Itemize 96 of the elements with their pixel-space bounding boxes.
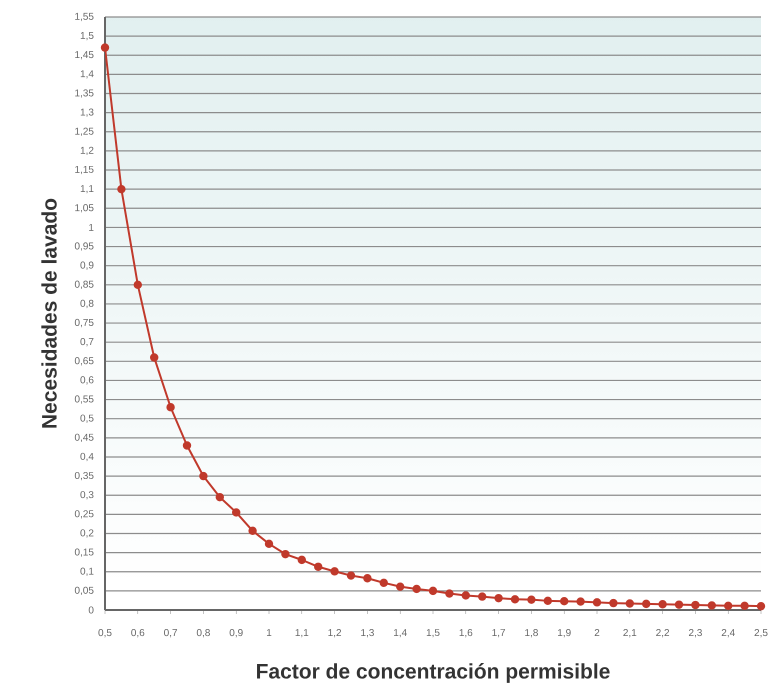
x-tick-label: 1: [266, 629, 272, 636]
point: [182, 441, 192, 450]
y-tick-label: 0,4: [80, 452, 94, 462]
point: [756, 602, 766, 610]
y-tick-label: 0: [88, 606, 94, 614]
y-tick-label: 1,45: [75, 51, 94, 60]
point: [674, 600, 684, 609]
x-tick-label: 1,9: [558, 629, 571, 638]
point: [298, 556, 306, 564]
point: [314, 562, 322, 571]
point: [691, 600, 700, 610]
x-tick-label: 0,9: [230, 629, 243, 638]
point: [724, 602, 732, 610]
y-axis-title: Necesidades de lavado: [41, 198, 57, 428]
y-tick-label: 0,6: [80, 376, 94, 385]
x-tick-label: 2,4: [722, 629, 735, 638]
point: [740, 602, 749, 610]
y-tick-label: 1,55: [75, 12, 94, 22]
x-tick-label: 0,7: [164, 629, 178, 638]
y-tick-label: 0,8: [80, 300, 94, 308]
point: [216, 492, 224, 502]
point: [626, 599, 634, 608]
x-tick-label: 2,5: [754, 629, 768, 638]
y-tick-label: 0,45: [74, 434, 94, 442]
point: [100, 43, 110, 52]
point: [445, 589, 454, 598]
x-tick-label: 1,4: [394, 629, 407, 638]
point: [264, 540, 274, 548]
y-tick-label: 0,35: [74, 472, 94, 480]
x-tick-label: 0,5: [98, 629, 112, 638]
point: [576, 597, 585, 606]
x-tick-label: 1,6: [460, 629, 472, 638]
x-tick-label: 1,2: [328, 629, 342, 638]
y-tick-label: 0,85: [74, 280, 94, 289]
x-tick-label: 1,1: [296, 629, 308, 638]
x-tick-label: 1,5: [426, 629, 440, 638]
point: [494, 594, 503, 602]
point: [232, 508, 240, 517]
point: [166, 403, 175, 412]
point: [708, 601, 716, 610]
point: [150, 353, 158, 362]
y-tick-label: 0,25: [74, 510, 94, 518]
point: [363, 574, 372, 582]
y-tick-label: 0,3: [80, 491, 94, 500]
x-tick-label: 2,2: [656, 629, 670, 638]
y-tick-label: 0,65: [74, 357, 94, 366]
point: [330, 567, 339, 576]
point: [134, 280, 142, 290]
x-tick-label: 1,7: [492, 629, 506, 638]
x-tick-label: 2,3: [688, 629, 702, 638]
y-tick-label: 1,35: [75, 89, 94, 98]
point: [117, 184, 126, 194]
point: [560, 597, 568, 606]
y-tick-label: 0,7: [80, 338, 94, 346]
y-tick-label: 0,05: [74, 586, 94, 596]
y-tick-label: 0,2: [80, 529, 94, 538]
y-tick-label: 1,05: [75, 204, 94, 212]
x-axis-title: Factor de concentración permisible: [257, 663, 610, 683]
x-tick-label: 1,8: [525, 629, 538, 638]
point: [248, 526, 257, 536]
point: [281, 550, 290, 558]
y-tick-label: 0,75: [74, 318, 94, 328]
y-tick-label: 0,95: [74, 242, 94, 251]
x-tick-label: 0,8: [196, 629, 210, 638]
y-tick-label: 0,5: [80, 414, 94, 423]
point: [199, 472, 208, 480]
y-tick-label: 0,9: [80, 262, 94, 270]
y-tick-label: 1: [89, 224, 94, 231]
y-tick-label: 1,1: [80, 185, 94, 194]
y-tick-label: 1,3: [80, 108, 94, 117]
point: [428, 586, 438, 596]
y-tick-label: 0,15: [74, 548, 94, 557]
y-tick-label: 0,1: [80, 568, 94, 576]
y-tick-label: 1,25: [75, 128, 94, 136]
point: [609, 598, 618, 608]
point: [462, 591, 470, 600]
point: [544, 596, 552, 606]
y-tick-label: 1,4: [80, 70, 94, 78]
y-tick-label: 0,55: [74, 395, 94, 404]
point: [658, 600, 667, 608]
point: [346, 571, 356, 580]
x-tick-label: 2,1: [623, 629, 636, 638]
point: [380, 578, 388, 588]
point: [412, 584, 421, 594]
x-tick-label: 2: [594, 629, 600, 636]
y-tick-label: 1,15: [75, 166, 94, 174]
point: [642, 600, 650, 608]
point: [592, 598, 602, 607]
point: [527, 595, 536, 604]
point: [396, 582, 404, 591]
point: [478, 592, 486, 601]
x-tick-label: 1,3: [361, 629, 374, 638]
x-tick-label: 0,6: [131, 629, 144, 638]
y-tick-label: 1,5: [80, 32, 94, 40]
point: [510, 595, 520, 604]
y-tick-label: 1,2: [80, 146, 94, 156]
